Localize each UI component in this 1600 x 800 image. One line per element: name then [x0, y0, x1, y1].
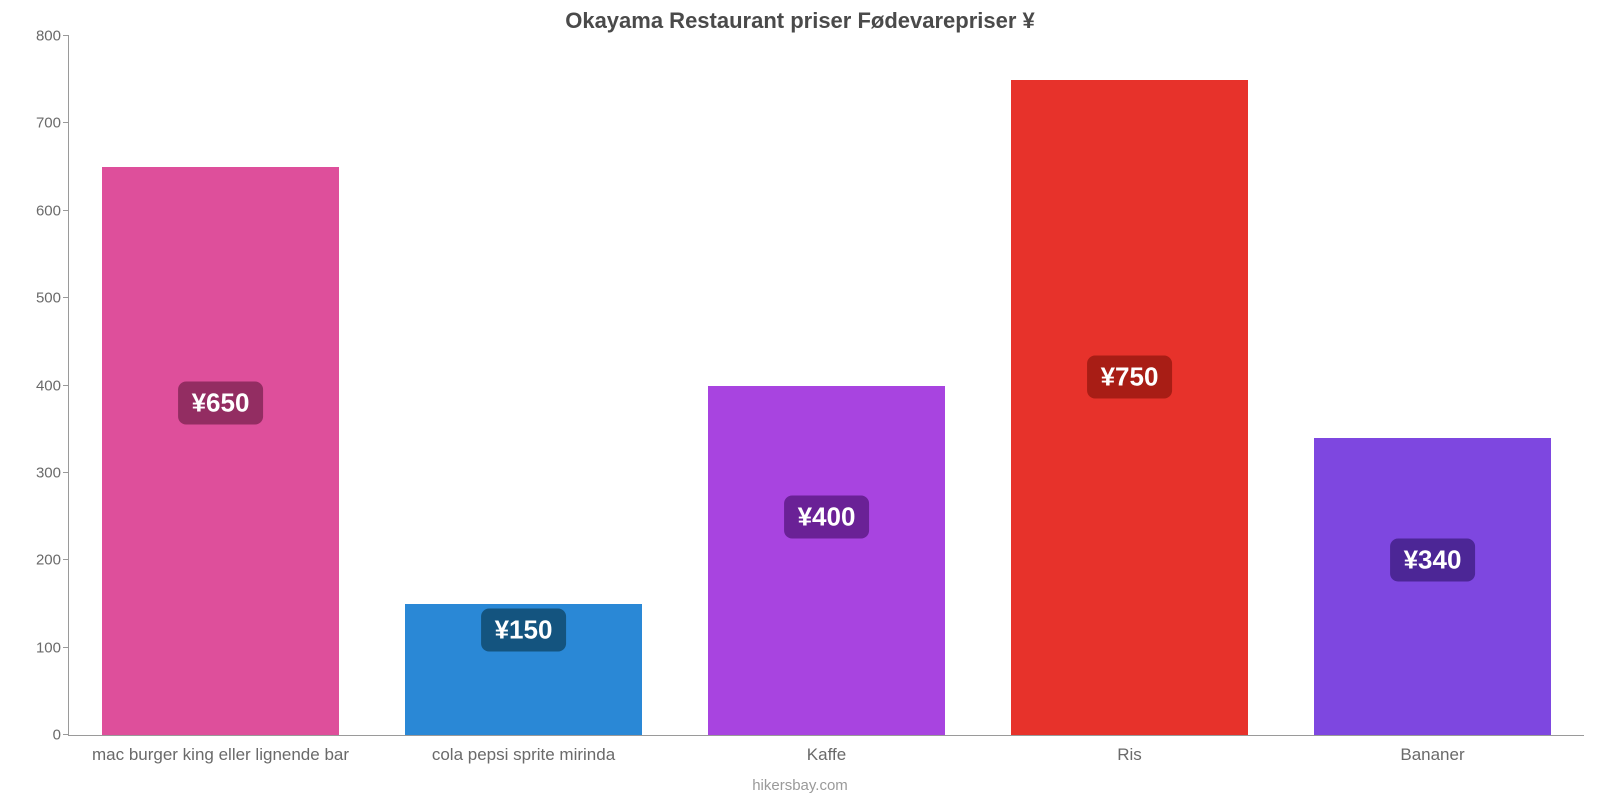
x-tick-label: Ris — [1117, 735, 1142, 765]
value-badge: ¥150 — [481, 609, 567, 652]
y-tick-label: 200 — [17, 552, 61, 569]
y-tick-mark — [63, 385, 69, 386]
x-tick-label: cola pepsi sprite mirinda — [432, 735, 615, 765]
y-tick-mark — [63, 210, 69, 211]
value-badge: ¥650 — [178, 381, 264, 424]
plot-wrap: 0100200300400500600700800mac burger king… — [68, 36, 1584, 736]
y-tick-label: 500 — [17, 290, 61, 307]
value-badge: ¥400 — [784, 495, 870, 538]
y-tick-label: 100 — [17, 639, 61, 656]
value-badge: ¥340 — [1390, 539, 1476, 582]
chart-container: Okayama Restaurant priser Fødevarepriser… — [0, 0, 1600, 800]
value-badge: ¥750 — [1087, 355, 1173, 398]
bar — [102, 167, 338, 735]
y-tick-mark — [63, 122, 69, 123]
x-tick-label: Bananer — [1400, 735, 1464, 765]
bar — [1314, 438, 1550, 735]
plot-area: 0100200300400500600700800mac burger king… — [68, 36, 1584, 736]
bar — [1011, 80, 1247, 735]
y-tick-mark — [63, 734, 69, 735]
y-tick-label: 700 — [17, 115, 61, 132]
y-tick-mark — [63, 297, 69, 298]
y-tick-label: 0 — [17, 727, 61, 744]
chart-title: Okayama Restaurant priser Fødevarepriser… — [0, 0, 1600, 34]
y-tick-mark — [63, 35, 69, 36]
y-tick-label: 600 — [17, 202, 61, 219]
y-tick-mark — [63, 472, 69, 473]
y-tick-mark — [63, 559, 69, 560]
y-tick-label: 800 — [17, 28, 61, 45]
y-tick-label: 400 — [17, 377, 61, 394]
y-tick-mark — [63, 647, 69, 648]
y-tick-label: 300 — [17, 464, 61, 481]
attribution-text: hikersbay.com — [0, 777, 1600, 794]
x-tick-label: Kaffe — [807, 735, 846, 765]
bar — [708, 386, 944, 736]
x-tick-label: mac burger king eller lignende bar — [92, 735, 349, 765]
